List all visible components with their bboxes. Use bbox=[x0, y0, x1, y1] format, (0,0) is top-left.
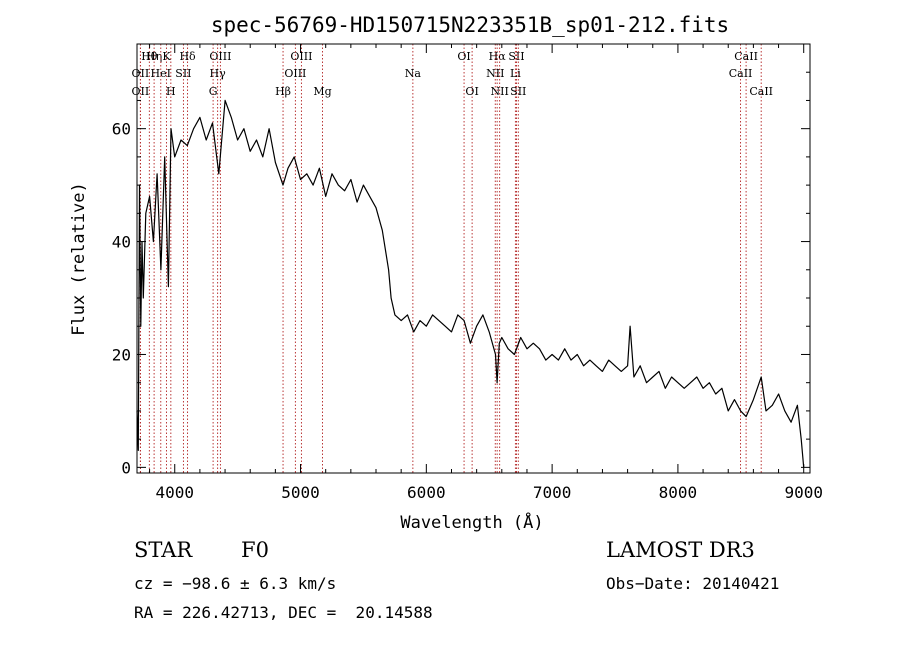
spectral-line-label: CaII bbox=[729, 67, 753, 80]
spectral-line-label: Mg bbox=[313, 85, 331, 98]
spectral-line-label: OIII bbox=[290, 50, 312, 63]
x-tick-label: 9000 bbox=[784, 483, 823, 502]
x-axis-label: Wavelength (Å) bbox=[400, 511, 543, 533]
spectral-line-label: OII bbox=[132, 85, 150, 98]
spectral-line-label: H bbox=[166, 85, 176, 98]
y-axis-label: Flux (relative) bbox=[69, 182, 89, 336]
spectral-line-label: HeI bbox=[151, 67, 171, 80]
x-tick-label: 7000 bbox=[533, 483, 572, 502]
x-axis: 4000 5000 6000 7000 8000 9000 bbox=[149, 44, 823, 502]
spectral-line-label: Hδ bbox=[179, 50, 196, 63]
spectral-line-label: NII bbox=[491, 85, 509, 98]
spectral-line-label: CaII bbox=[749, 85, 773, 98]
spectrum-series bbox=[136, 99, 805, 468]
spectral-line-label: Na bbox=[405, 67, 422, 80]
spectral-line-label: G bbox=[209, 85, 218, 98]
spectral-line-label: NII bbox=[486, 67, 504, 80]
spectral-line-label: Hη bbox=[146, 50, 162, 63]
plot-frame bbox=[136, 43, 811, 474]
subclass: F0 bbox=[241, 538, 269, 562]
survey-name: LAMOST DR3 bbox=[606, 538, 755, 562]
spectral-line-label: OIII bbox=[284, 67, 306, 80]
x-tick-label: 5000 bbox=[281, 483, 320, 502]
spectral-line-label: Hγ bbox=[210, 67, 227, 80]
x-tick-label: 8000 bbox=[659, 483, 698, 502]
spectral-line-label: CaII bbox=[734, 50, 758, 63]
spectral-line-label: OI bbox=[465, 85, 478, 98]
x-tick-label: 4000 bbox=[155, 483, 194, 502]
spectral-line-label: OIII bbox=[209, 50, 231, 63]
y-axis: 0 20 40 60 bbox=[112, 71, 810, 477]
spectral-line-label: OI bbox=[457, 50, 470, 63]
y-tick-label: 0 bbox=[121, 458, 131, 477]
chart-title: spec-56769-HD150715N223351B_sp01-212.fit… bbox=[211, 13, 729, 37]
y-tick-label: 60 bbox=[112, 120, 131, 139]
spectral-line-label: Hα bbox=[489, 50, 507, 63]
y-tick-label: 20 bbox=[112, 345, 131, 364]
x-tick-label: 6000 bbox=[407, 483, 446, 502]
spectrum-line bbox=[136, 99, 805, 468]
spectral-line-label: SII bbox=[508, 50, 524, 63]
coordinates: RA = 226.42713, DEC = 20.14588 bbox=[134, 603, 433, 622]
spectral-line-label: SII bbox=[175, 67, 191, 80]
obs-date: Obs−Date: 20140421 bbox=[606, 574, 780, 593]
redshift-cz: cz = −98.6 ± 6.3 km/s bbox=[134, 574, 337, 593]
spectral-line-label: Li bbox=[510, 67, 521, 80]
spectral-line-label: Hθ bbox=[141, 50, 158, 63]
object-class: STAR bbox=[134, 538, 193, 562]
spectral-line-label: Hβ bbox=[275, 85, 291, 98]
spectral-line-label: K bbox=[162, 50, 171, 63]
y-tick-label: 40 bbox=[112, 233, 131, 252]
spectral-line-label: SII bbox=[510, 85, 526, 98]
